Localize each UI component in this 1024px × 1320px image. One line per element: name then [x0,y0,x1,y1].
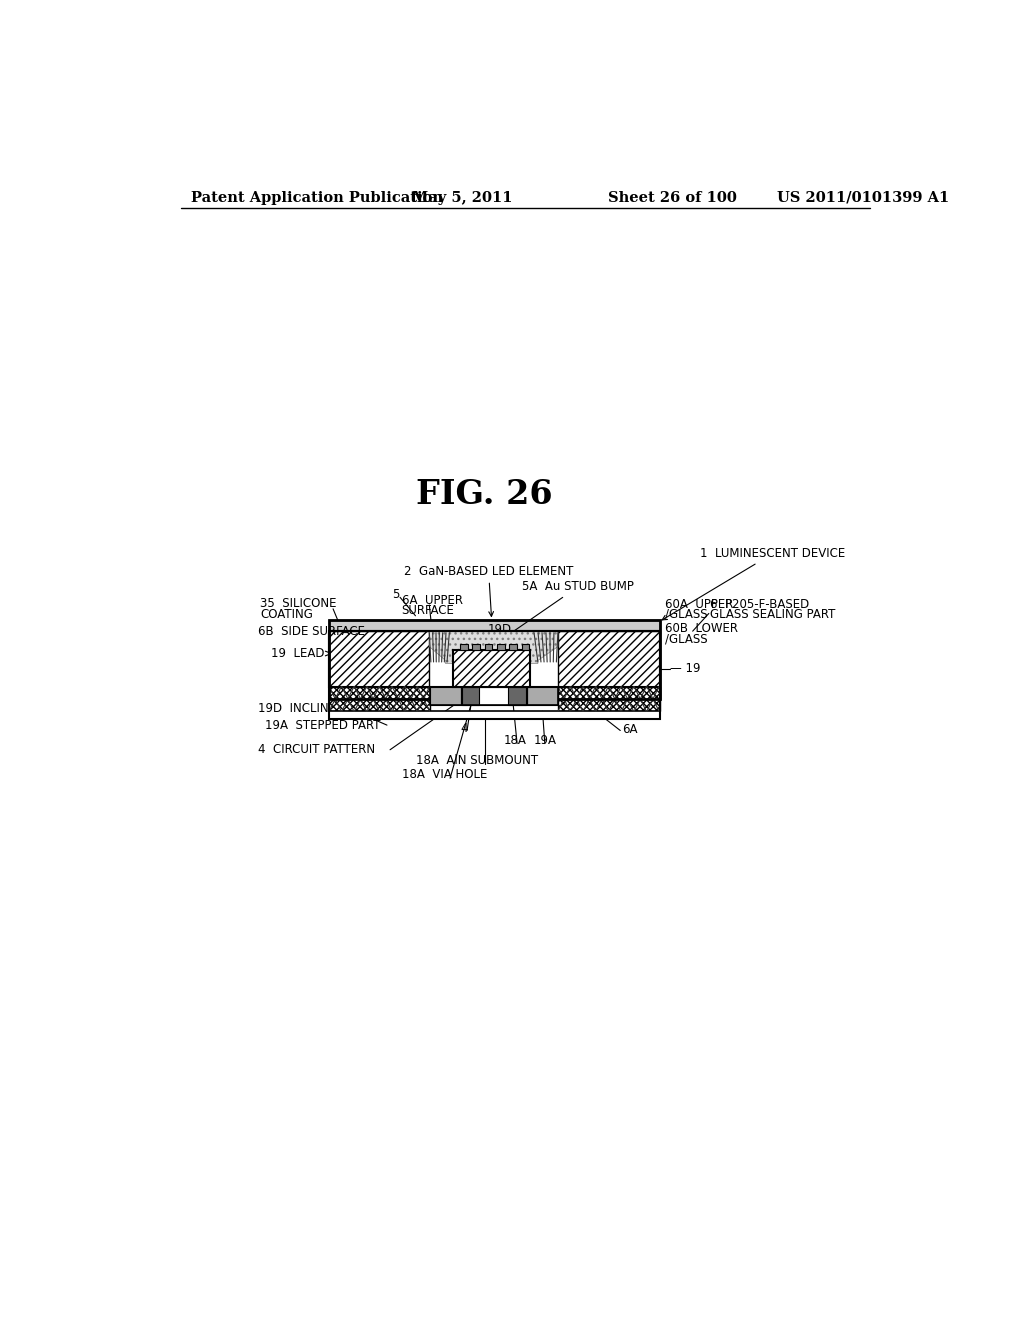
Polygon shape [330,686,659,700]
Text: 19  LEAD: 19 LEAD [271,647,325,660]
Text: May 5, 2011: May 5, 2011 [412,190,512,205]
Polygon shape [558,631,659,686]
Text: 19A  STEPPED PART: 19A STEPPED PART [265,718,381,731]
Text: 19A: 19A [534,734,556,747]
Polygon shape [430,686,461,705]
Polygon shape [509,644,517,651]
Polygon shape [558,686,659,711]
Text: 18A  VIA HOLE: 18A VIA HOLE [402,768,487,781]
Text: 2  GaN-BASED LED ELEMENT: 2 GaN-BASED LED ELEMENT [403,565,573,616]
Text: 60A  UPPER: 60A UPPER [665,598,733,611]
Text: 5: 5 [392,587,400,601]
Polygon shape [461,686,527,705]
Text: /GLASS: /GLASS [665,607,708,620]
Polygon shape [330,631,429,686]
Text: Patent Application Publication: Patent Application Publication [190,190,442,205]
Text: COATING: COATING [260,607,312,620]
Polygon shape [497,644,505,651]
Text: 35  SILICONE: 35 SILICONE [260,597,337,610]
Text: 18A: 18A [504,734,526,747]
Text: 1  LUMINESCENT DEVICE: 1 LUMINESCENT DEVICE [663,546,846,620]
Text: US 2011/0101399 A1: US 2011/0101399 A1 [777,190,949,205]
Polygon shape [454,649,530,686]
Text: 6A  UPPER: 6A UPPER [401,594,463,607]
Polygon shape [484,644,493,651]
Polygon shape [330,619,659,631]
Text: 18A  AlN SUBMOUNT: 18A AlN SUBMOUNT [416,754,539,767]
Text: Sheet 26 of 100: Sheet 26 of 100 [608,190,737,205]
Text: 5A  Au STUD BUMP: 5A Au STUD BUMP [496,579,634,644]
Text: 19D  INCLINED FACE: 19D INCLINED FACE [258,702,378,714]
Polygon shape [462,686,479,705]
Text: — 19: — 19 [670,663,700,676]
Polygon shape [521,644,529,651]
Polygon shape [508,686,525,705]
Text: GLASS SEALING PART: GLASS SEALING PART [710,607,835,620]
Polygon shape [527,686,558,705]
Text: FIG. 26: FIG. 26 [417,478,553,511]
Polygon shape [460,644,468,651]
Text: 60B  LOWER: 60B LOWER [665,622,738,635]
Text: 6  P205-F-BASED: 6 P205-F-BASED [710,598,809,611]
Text: 6B  SIDE SURFACE: 6B SIDE SURFACE [258,624,365,638]
Text: 6A: 6A [622,723,637,737]
Polygon shape [330,711,659,719]
Polygon shape [472,644,480,651]
Text: /GLASS: /GLASS [665,632,708,645]
Polygon shape [330,686,430,711]
Text: 4  CIRCUIT PATTERN: 4 CIRCUIT PATTERN [258,743,375,756]
Text: 4: 4 [460,722,468,735]
Polygon shape [429,631,558,664]
Text: 19D: 19D [488,623,512,636]
Text: SURFACE: SURFACE [401,603,455,616]
